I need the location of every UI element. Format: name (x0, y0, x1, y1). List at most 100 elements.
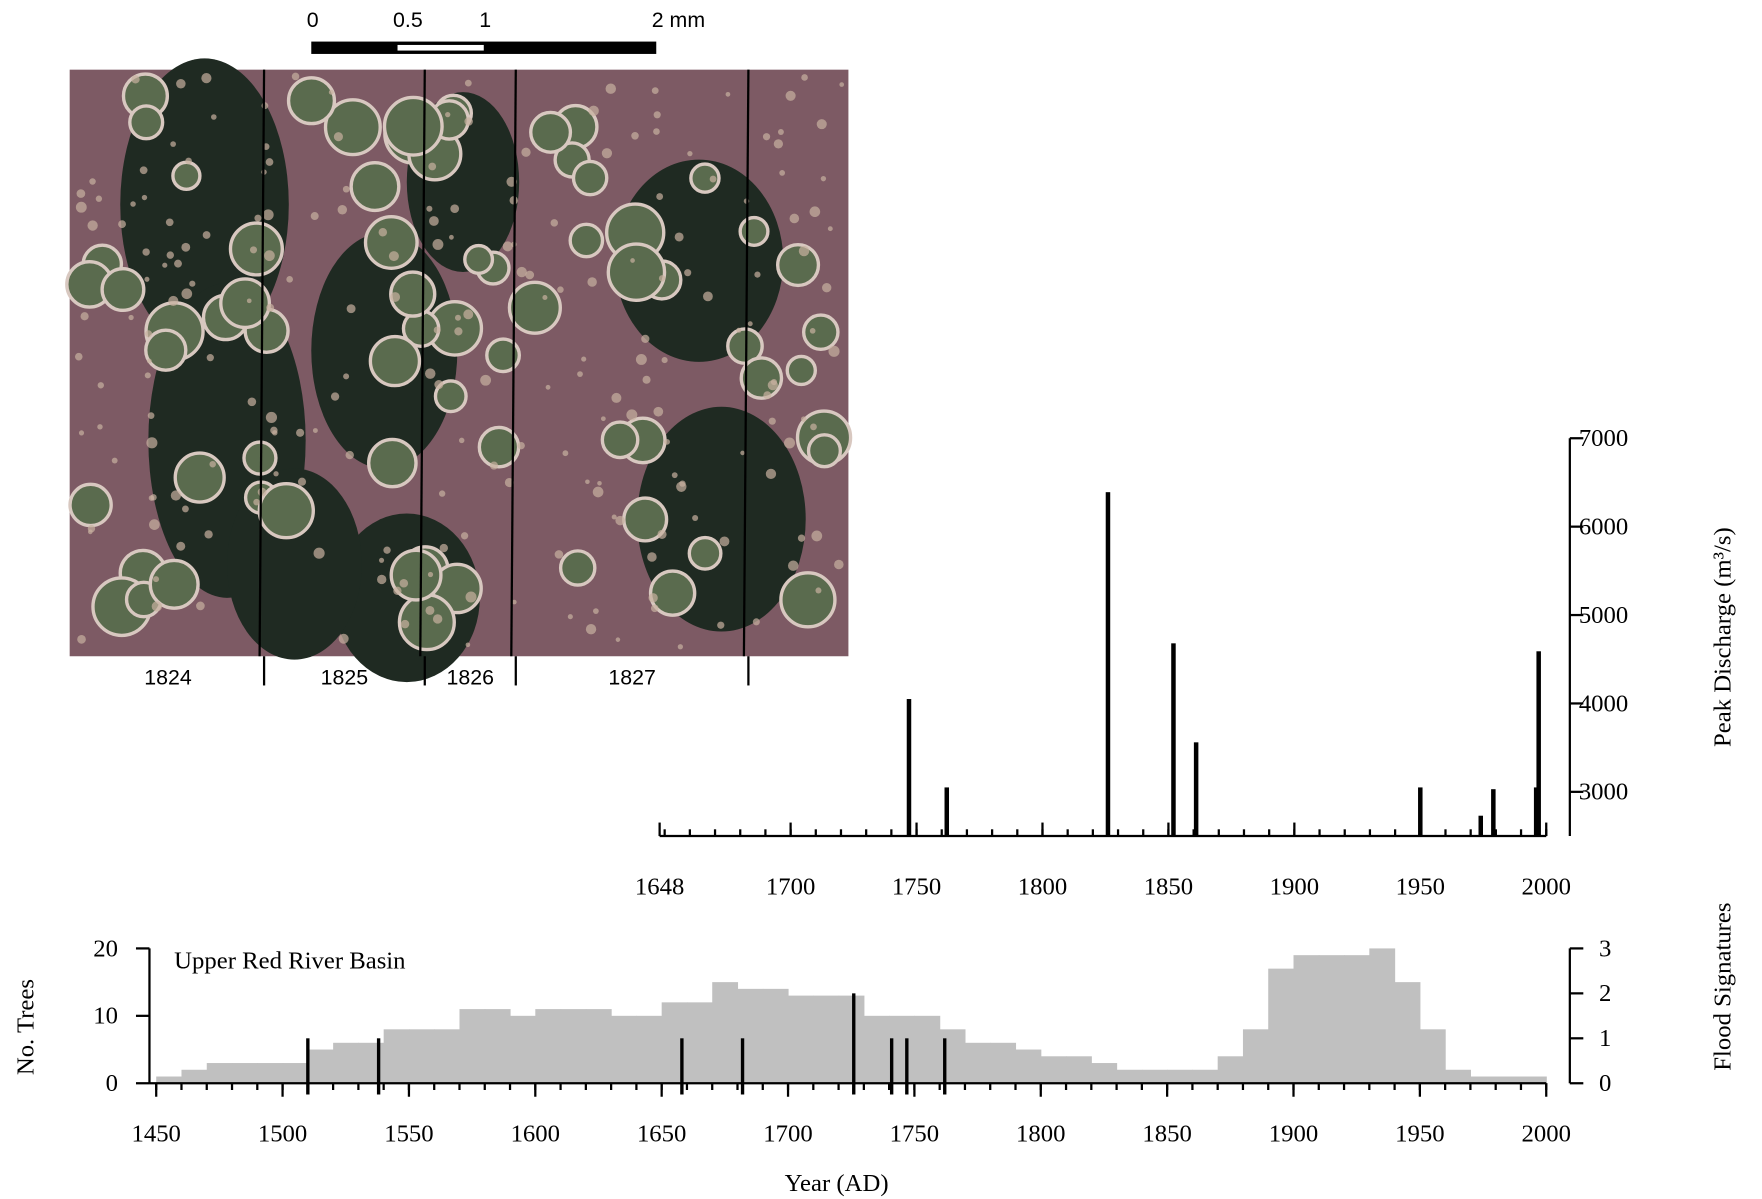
vessel (171, 160, 202, 192)
pore (265, 158, 274, 166)
pore (458, 437, 465, 444)
scale-bar (311, 41, 657, 54)
x-tick-label: 1648 (635, 873, 684, 900)
sample-depth-step (510, 1015, 536, 1084)
sample-depth-step (282, 1063, 309, 1084)
ring-boundary (258, 69, 266, 657)
pore (465, 591, 477, 603)
pore (550, 219, 559, 227)
vessel (785, 354, 818, 387)
pore (450, 204, 460, 214)
sample-depth-step (1268, 968, 1295, 1084)
sample-depth-step (863, 1015, 890, 1084)
pore (709, 175, 717, 183)
pore (820, 175, 827, 182)
ring-boundary (742, 69, 750, 657)
pore (342, 185, 350, 193)
sample-depth-step (232, 1063, 258, 1084)
x-tick-label: 2000 (1522, 1121, 1571, 1148)
pore (630, 258, 635, 263)
pore (424, 368, 436, 379)
pore (460, 532, 469, 540)
vessel (726, 327, 764, 365)
pore (97, 424, 103, 430)
pore (76, 189, 86, 198)
sample-depth-step (434, 1029, 461, 1084)
pore (754, 271, 761, 278)
pore (170, 490, 182, 501)
y-tick-label: 6000 (1579, 514, 1628, 541)
x-tick-label: 1900 (1269, 1121, 1318, 1148)
vessel (558, 549, 597, 587)
pore (399, 578, 409, 588)
pore (257, 487, 267, 497)
pore (142, 248, 150, 256)
bar (944, 787, 950, 837)
vessel (100, 267, 146, 313)
pore (545, 384, 551, 390)
pore (577, 371, 583, 377)
pore (801, 74, 808, 81)
pore (517, 441, 525, 450)
pore (647, 552, 657, 562)
bar (1536, 651, 1541, 837)
pore (631, 132, 639, 140)
vessel (128, 104, 165, 141)
pore (615, 637, 621, 642)
pore (185, 157, 192, 165)
pore (747, 321, 753, 327)
pore (209, 460, 216, 468)
x-tick-label: 1850 (1144, 873, 1193, 900)
flood-signature-bar (943, 1038, 947, 1095)
pore (286, 275, 293, 283)
pore (798, 245, 810, 257)
pore (388, 251, 399, 262)
sample-depth-step (611, 1015, 637, 1084)
pore (454, 314, 462, 321)
pore (661, 357, 668, 364)
vessel (173, 451, 226, 504)
vessel (433, 379, 468, 414)
pore (425, 605, 435, 615)
pore (111, 457, 118, 464)
pore (656, 193, 664, 200)
pore (585, 479, 590, 485)
sample-depth-step (1369, 948, 1396, 1084)
pore (181, 242, 191, 252)
pore (611, 514, 617, 520)
ring-boundary (510, 69, 517, 657)
sample-depth-step (838, 995, 865, 1084)
pore (542, 294, 548, 301)
vessel (368, 334, 422, 388)
pore (445, 111, 451, 118)
sample-depth-step (358, 1042, 385, 1084)
pore (266, 303, 275, 312)
sample-depth-step (181, 1069, 208, 1084)
pore (170, 141, 176, 147)
pore (653, 406, 664, 417)
ring-year: 1826 (447, 665, 494, 689)
y-tick-label: 3000 (1579, 779, 1628, 806)
sample-depth-step (1419, 1029, 1446, 1084)
sample-depth-step (1167, 1069, 1193, 1084)
x-tick-label: 1600 (511, 1121, 560, 1148)
vessel (806, 433, 843, 469)
sample-depth-step (408, 1029, 435, 1084)
vessel (68, 482, 113, 528)
sample-depth-step (206, 1063, 233, 1084)
sample-depth-step (1344, 955, 1370, 1084)
sample-depth-step (307, 1049, 334, 1084)
sample-depth-step (914, 1015, 941, 1084)
pore (296, 428, 305, 437)
pore (211, 114, 217, 120)
x-tick-label: 2000 (1522, 873, 1571, 900)
pore (557, 286, 564, 293)
pore (432, 614, 443, 624)
sample-depth-step (1318, 955, 1345, 1084)
vessel (689, 162, 721, 194)
pore (785, 90, 796, 101)
vessel (801, 313, 840, 351)
pore (839, 82, 845, 87)
pore (87, 529, 93, 535)
sample-depth-step (1116, 1069, 1143, 1084)
